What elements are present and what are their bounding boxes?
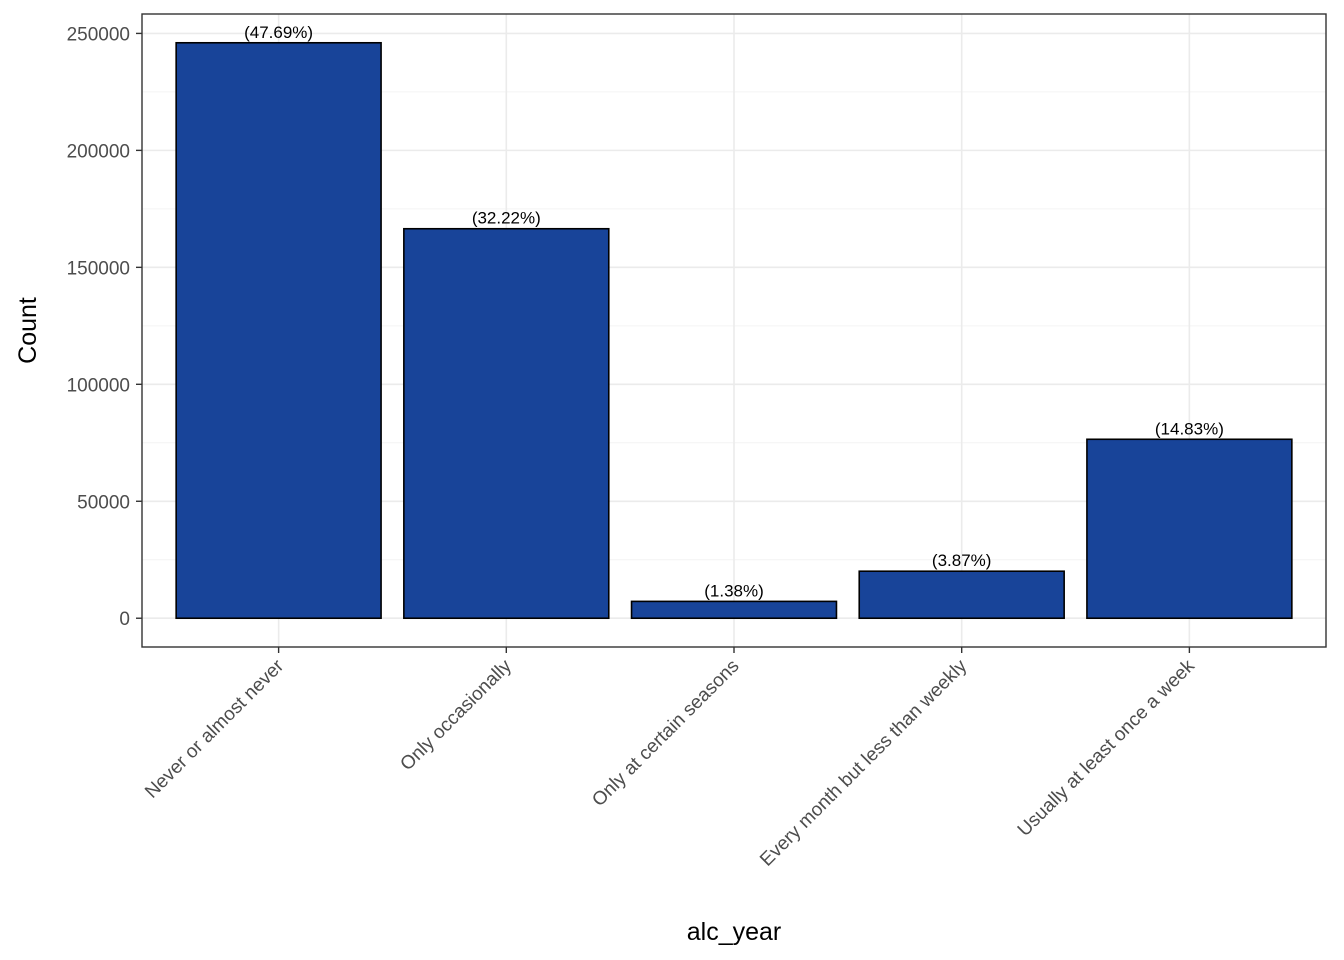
y-axis: 0 50000 100000 150000 200000 250000 xyxy=(67,24,142,630)
data-labels-layer: (47.69%) (32.22%) (1.38%) (3.87%) (14.83%) xyxy=(244,23,1224,601)
y-axis-title: Count xyxy=(14,297,42,364)
bar-data-label: (1.38%) xyxy=(704,581,764,600)
y-tick-label: 100000 xyxy=(67,375,130,396)
bar xyxy=(858,570,1065,620)
x-tick-label: Never or almost never xyxy=(141,655,288,802)
x-tick-label: Only at certain seasons xyxy=(588,656,743,811)
bar xyxy=(403,227,610,620)
bar-data-label: (3.87%) xyxy=(932,551,992,570)
x-tick-label: Only occasionally xyxy=(396,655,516,775)
x-axis-title: alc_year xyxy=(687,918,782,946)
y-tick-label: 50000 xyxy=(77,492,130,513)
x-tick-label: Usually at least once a week xyxy=(1014,655,1199,840)
bar xyxy=(175,41,382,620)
bars-layer xyxy=(175,41,1293,620)
y-tick-label: 150000 xyxy=(67,258,130,279)
bar xyxy=(1086,438,1293,620)
x-tick-label: Every month but less than weekly xyxy=(756,655,971,870)
bar xyxy=(630,600,838,620)
bar-data-label: (14.83%) xyxy=(1155,419,1224,438)
y-tick-label: 250000 xyxy=(67,24,130,45)
x-axis: Never or almost never Only occasionally On… xyxy=(141,647,1199,871)
bar-data-label: (32.22%) xyxy=(472,209,541,228)
y-tick-label: 200000 xyxy=(67,141,130,162)
bar-data-label: (47.69%) xyxy=(244,23,313,42)
y-tick-label: 0 xyxy=(119,609,130,630)
